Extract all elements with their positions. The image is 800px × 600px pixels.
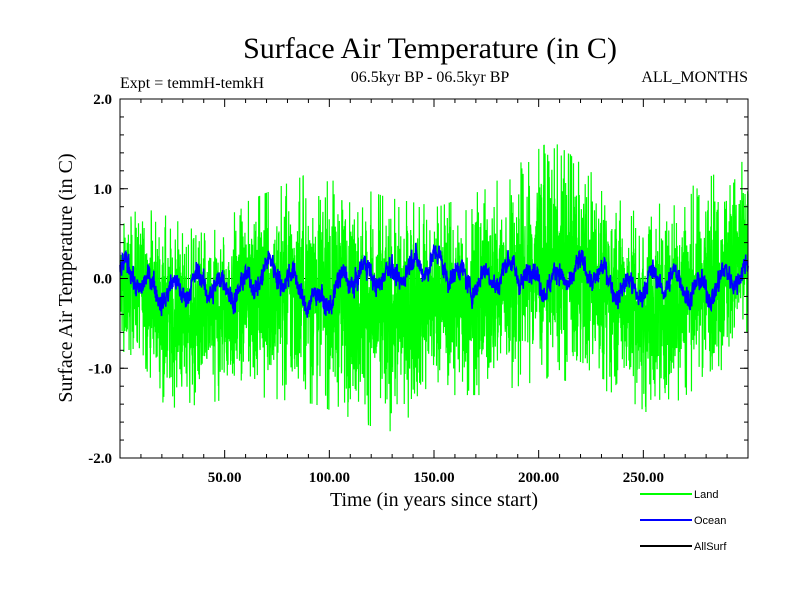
series-layer — [119, 144, 749, 432]
period-label: 06.5kyr BP - 06.5kyr BP — [351, 69, 510, 86]
chart-title: Surface Air Temperature (in C) — [243, 32, 617, 65]
experiment-label: Expt = temmH-temkH — [120, 75, 265, 92]
x-axis: 50.00 100.00 150.00 200.00 250.00 — [140, 99, 728, 486]
legend: Land Ocean AllSurf — [640, 489, 727, 553]
x-tick-label: 200.00 — [518, 470, 559, 486]
y-axis-title: Surface Air Temperature (in C) — [55, 153, 77, 402]
y-tick-label: 2.0 — [93, 92, 112, 108]
y-tick-label: -1.0 — [88, 361, 112, 377]
legend-label-ocean: Ocean — [694, 515, 726, 527]
y-axis: -2.0 -1.0 0.0 1.0 2.0 — [88, 92, 748, 467]
legend-label-land: Land — [694, 489, 718, 501]
y-tick-label: 1.0 — [93, 182, 112, 198]
x-tick-label: 150.00 — [413, 470, 454, 486]
months-label: ALL_MONTHS — [641, 69, 748, 86]
legend-label-allsurf: AllSurf — [694, 541, 727, 553]
ocean-series-line — [119, 242, 749, 318]
x-tick-label: 250.00 — [623, 470, 664, 486]
x-tick-label: 100.00 — [309, 470, 350, 486]
y-tick-label: 0.0 — [93, 272, 112, 288]
x-tick-label: 50.00 — [208, 470, 242, 486]
land-series-line — [119, 144, 749, 432]
y-tick-label: -2.0 — [88, 451, 112, 467]
x-axis-title: Time (in years since start) — [330, 489, 538, 511]
